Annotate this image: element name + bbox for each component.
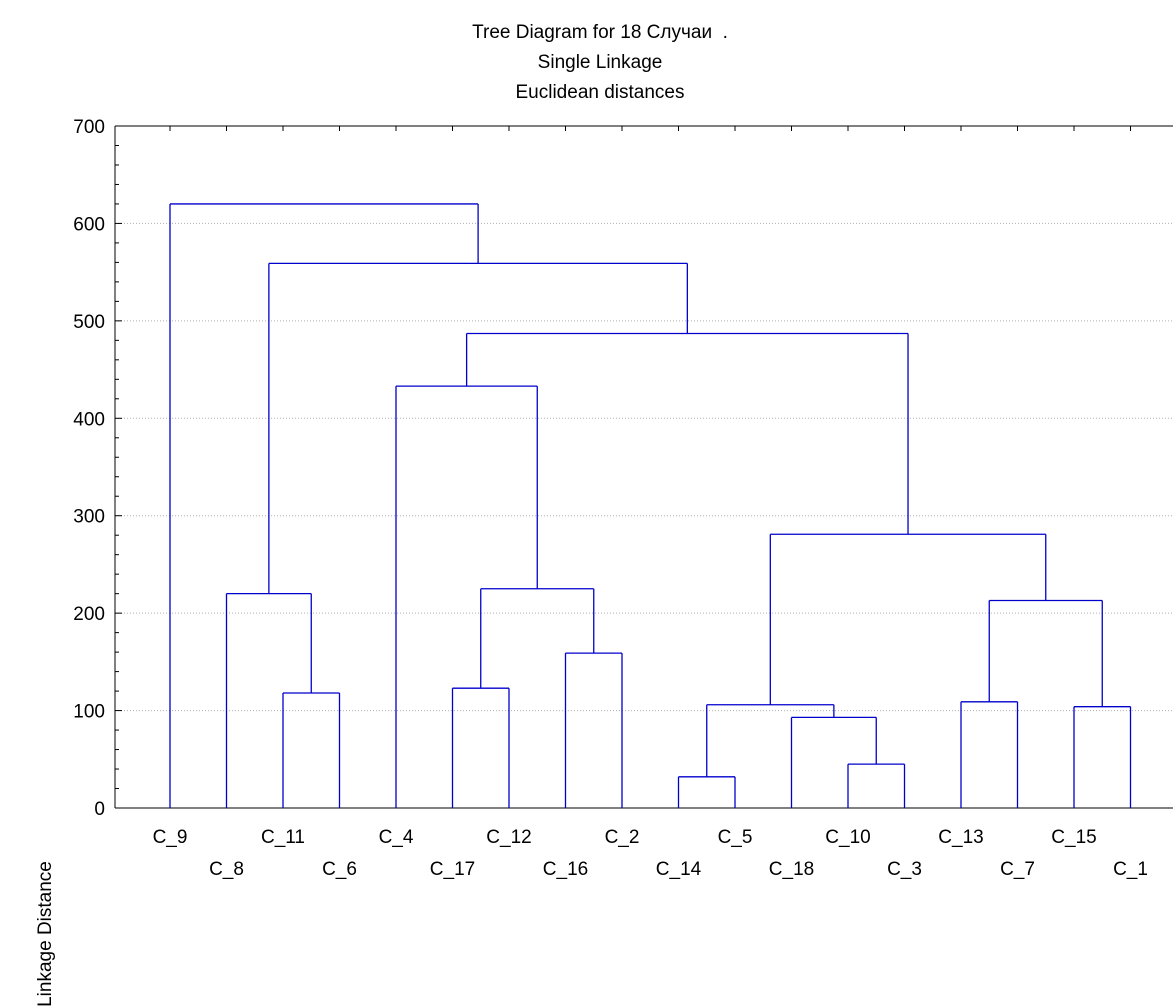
leaf-label: C_2 [605,827,640,848]
dendrogram-chart: 0 100 200 300 400 500 600 700 C_9 C_8 C_11 C_6 C_4 C_… [73,117,1173,880]
y-tick-label: 0 [94,799,105,820]
y-tick-label: 700 [73,117,105,138]
y-tick-label: 500 [73,312,105,333]
leaf-label: C_17 [430,859,475,880]
leaf-label: C_14 [656,859,702,880]
y-tick-label: 200 [73,604,105,625]
leaf-label: C_8 [209,859,244,880]
leaf-label: C_4 [379,827,414,848]
leaf-label: C_12 [486,827,531,848]
y-tick-label: 600 [73,214,105,235]
leaf-label: C_10 [825,827,870,848]
leaf-label: C_6 [322,859,357,880]
chart-subtitle-linkage: Single Linkage [537,52,663,73]
chart-title: Tree Diagram for 18 Случаи . [472,22,728,43]
leaf-label: C_16 [543,859,588,880]
chart-subtitle-distance: Euclidean distances [515,82,685,103]
leaf-label: C_5 [718,827,753,848]
leaf-label: C_15 [1051,827,1096,848]
y-axis-label: Linkage Distance [35,861,56,1007]
y-tick-label: 400 [73,409,105,430]
leaf-label: C_3 [887,859,922,880]
leaf-label: C_9 [153,827,188,848]
leaf-label: C_1 [1113,859,1148,880]
leaf-label: C_7 [1000,859,1035,880]
leaf-label: C_18 [769,859,814,880]
y-tick-label: 300 [73,507,105,528]
leaf-label: C_11 [261,827,305,848]
y-tick-label: 100 [73,702,105,723]
leaf-label: C_13 [938,827,983,848]
